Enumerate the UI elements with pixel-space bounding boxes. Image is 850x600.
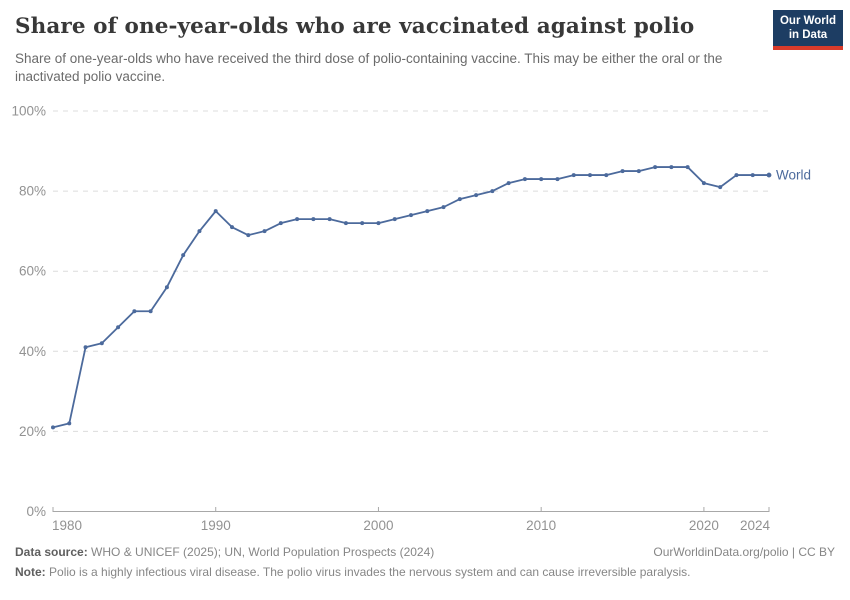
data-point	[734, 173, 739, 178]
data-point	[457, 197, 462, 202]
x-tick-label: 2010	[526, 518, 556, 533]
data-point	[441, 205, 446, 210]
data-point	[99, 341, 104, 346]
data-point	[425, 209, 430, 214]
data-point	[522, 177, 527, 182]
data-point	[474, 193, 479, 198]
page-title: Share of one-year-olds who are vaccinate…	[15, 14, 695, 39]
data-point	[685, 165, 690, 170]
data-point	[230, 225, 234, 230]
owid-logo-line1: Our World	[779, 15, 836, 27]
y-tick-label: 60%	[19, 264, 46, 279]
data-point	[67, 421, 72, 426]
y-tick-label: 0%	[26, 504, 46, 519]
data-point	[604, 173, 609, 178]
data-point	[278, 221, 283, 226]
data-point	[571, 173, 576, 178]
data-point	[490, 189, 495, 194]
data-source-label: Data source:	[15, 545, 88, 559]
chart-footer: Data source: WHO & UNICEF (2025); UN, Wo…	[15, 545, 835, 579]
chart-subtitle: Share of one-year-olds who have received…	[15, 51, 723, 84]
data-point	[766, 172, 772, 178]
data-point	[327, 217, 332, 222]
data-point	[262, 229, 267, 234]
data-point	[295, 217, 300, 222]
attribution: OurWorldinData.org/polio | CC BY	[653, 545, 835, 559]
x-tick-label: 1980	[52, 518, 82, 533]
y-tick-label: 40%	[19, 344, 46, 359]
data-point	[636, 169, 641, 174]
data-point	[653, 165, 658, 170]
data-point	[83, 345, 88, 350]
data-point	[376, 221, 381, 226]
data-point	[148, 309, 153, 314]
data-point	[392, 217, 397, 222]
data-point	[246, 233, 251, 238]
data-point	[555, 177, 560, 182]
data-point	[701, 181, 706, 186]
owid-logo-line2: in Data	[788, 29, 828, 42]
y-tick-label: 80%	[19, 184, 46, 199]
data-point	[409, 213, 413, 218]
data-point	[213, 209, 218, 214]
note-text: Polio is a highly infectious viral disea…	[49, 565, 691, 580]
y-tick-label: 20%	[19, 424, 46, 439]
data-point	[360, 221, 365, 226]
data-point	[181, 253, 186, 258]
data-point	[132, 309, 137, 314]
entity-label: World	[776, 168, 811, 183]
data-point	[588, 173, 592, 178]
x-tick-label: 2020	[689, 518, 719, 533]
note-label: Note:	[15, 565, 46, 580]
owid-logo: Our World in Data	[773, 10, 843, 50]
data-point	[669, 165, 674, 170]
y-tick-label: 100%	[11, 104, 46, 119]
data-source-text: WHO & UNICEF (2025); UN, World Populatio…	[91, 545, 435, 559]
data-point	[197, 229, 202, 234]
data-point	[51, 425, 55, 430]
data-point	[506, 181, 511, 186]
data-point	[311, 217, 316, 222]
data-source-line: Data source: WHO & UNICEF (2025); UN, Wo…	[15, 545, 434, 559]
data-point	[750, 173, 755, 178]
x-tick-label: 2000	[363, 518, 393, 533]
note-line: Note: Polio is a highly infectious viral…	[15, 565, 835, 579]
data-point	[164, 285, 169, 290]
data-point	[539, 177, 544, 182]
data-point	[343, 221, 348, 226]
data-point	[620, 169, 625, 174]
data-point	[116, 325, 121, 330]
x-tick-label: 1990	[201, 518, 231, 533]
data-point	[718, 185, 723, 190]
data-line-world	[52, 166, 770, 429]
x-tick-label: 2024	[740, 518, 771, 533]
